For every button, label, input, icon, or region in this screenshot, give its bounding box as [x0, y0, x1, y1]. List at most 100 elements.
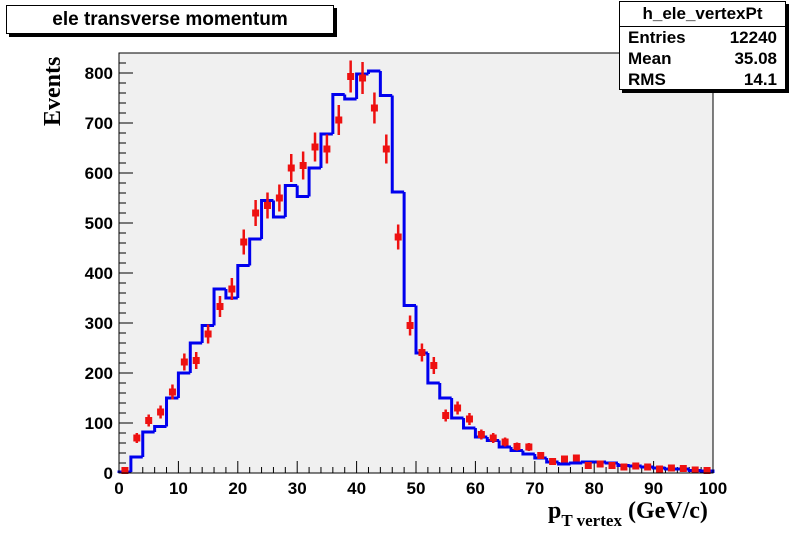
reference-hist-bin [426, 353, 440, 385]
stats-row-entries: Entries 12240 [620, 27, 785, 48]
y-tick-label: 700 [85, 114, 113, 133]
data-point [180, 358, 188, 366]
x-axis-label-main: p [548, 498, 562, 524]
data-point [454, 404, 462, 412]
stats-label: RMS [628, 70, 666, 89]
stats-row-mean: Mean 35.08 [620, 48, 785, 69]
data-point [596, 460, 604, 468]
y-tick-label: 400 [85, 264, 113, 283]
data-point [121, 467, 129, 474]
data-point [465, 415, 473, 423]
reference-hist-bin [497, 440, 512, 449]
data-point [679, 465, 687, 472]
x-tick-label: 20 [228, 479, 247, 498]
reference-hist-bin [248, 237, 262, 266]
data-point [608, 462, 616, 469]
data-point [620, 463, 628, 471]
x-tick-label: 50 [407, 479, 426, 498]
y-tick-label: 800 [85, 64, 113, 83]
data-point [145, 417, 153, 424]
data-point [703, 467, 711, 474]
data-point [477, 431, 485, 438]
x-axis-label-unit: (GeV/c) [627, 498, 708, 524]
data-point [252, 209, 260, 217]
plot-area [118, 52, 714, 474]
data-point [561, 455, 568, 463]
data-point [691, 466, 699, 474]
data-point [275, 194, 283, 202]
reference-hist-bin [390, 95, 405, 194]
x-axis-label: pT vertex (GeV/c) [548, 498, 708, 530]
reference-hist-bin [521, 450, 535, 456]
data-point [489, 434, 497, 442]
reference-hist-bin [438, 383, 452, 400]
reference-hist-bin [283, 184, 298, 217]
reference-hist-bin [176, 371, 191, 398]
stats-value: 14.1 [743, 70, 777, 89]
reference-hist-bin [129, 455, 143, 472]
reference-hist-bin [331, 93, 345, 134]
stats-value: 35.08 [734, 49, 777, 68]
data-point [442, 412, 450, 419]
data-point [370, 104, 378, 112]
data-point [430, 362, 438, 369]
reference-hist-bin [236, 264, 250, 298]
data-point [204, 330, 212, 338]
reference-hist-bin [402, 192, 416, 307]
y-tick-label: 0 [104, 464, 113, 483]
reference-hist-bin [271, 200, 286, 219]
data-point [382, 145, 390, 153]
reference-hist-bin [165, 396, 179, 427]
reference-hist-bin [509, 447, 523, 452]
y-axis-label-box: Events [36, 57, 76, 140]
reference-hist-bin [212, 287, 226, 326]
data-point [359, 74, 367, 82]
reference-hist-bin [343, 94, 357, 101]
data-point [394, 233, 402, 241]
data-point [264, 202, 271, 209]
data-point [667, 464, 675, 472]
data-point [157, 408, 165, 416]
reference-hist-bin [307, 166, 321, 197]
data-point [347, 73, 355, 80]
data-point [192, 357, 200, 364]
reference-hist-bin [260, 199, 274, 239]
data-point [525, 443, 533, 451]
x-tick-label: 90 [644, 479, 663, 498]
stats-box: h_ele_vertexPt Entries 12240 Mean 35.08 … [619, 1, 786, 90]
reference-hist-bin [295, 185, 310, 198]
reference-hist-bin [450, 398, 464, 420]
y-tick-label: 100 [85, 414, 113, 433]
reference-hist-bin [355, 72, 369, 99]
reference-hist-bin [141, 430, 155, 457]
y-tick-label: 500 [85, 214, 113, 233]
data-point [168, 388, 176, 396]
stats-value: 12240 [729, 28, 777, 47]
data-point [501, 438, 509, 446]
data-point [299, 162, 307, 169]
y-axis-label: Events [40, 56, 66, 126]
reference-hist-bin [378, 71, 393, 97]
x-tick-label: 60 [466, 479, 485, 498]
x-tick-label: 80 [585, 479, 604, 498]
x-axis-label-subscript: T vertex [561, 511, 622, 530]
stats-histogram-name: h_ele_vertexPt [620, 2, 785, 27]
reference-hist-bin [568, 461, 583, 465]
data-point [537, 452, 545, 459]
data-point [323, 145, 331, 153]
x-tick-label: 70 [525, 479, 544, 498]
data-point [513, 443, 521, 450]
data-point [632, 462, 640, 470]
data-point [335, 116, 343, 124]
data-point [549, 458, 557, 465]
plot-frame [118, 52, 714, 474]
x-tick-label: 100 [699, 479, 727, 498]
reference-hist-bin [319, 132, 333, 168]
reference-hist-bin [557, 462, 571, 466]
y-tick-label: 200 [85, 364, 113, 383]
stats-label: Entries [628, 28, 686, 47]
data-point [656, 465, 664, 473]
data-point [133, 434, 141, 442]
data-point [228, 285, 236, 293]
